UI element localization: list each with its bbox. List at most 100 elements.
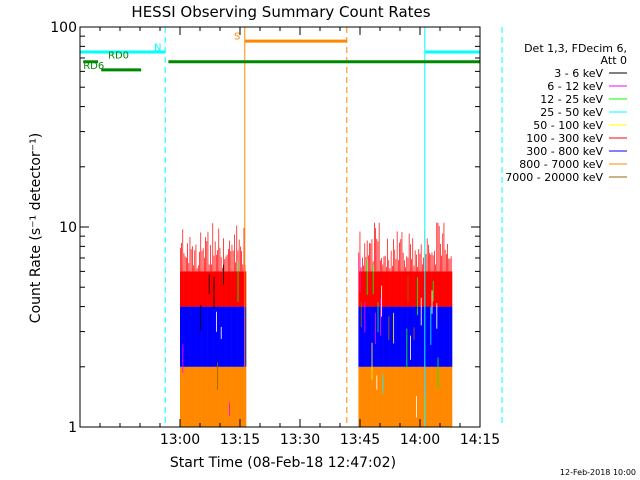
band-column: [232, 366, 235, 427]
band-column: [187, 271, 189, 307]
legend-entry-label: 25 - 50 keV: [540, 106, 603, 119]
rate-spike: [192, 246, 193, 272]
band-column: [426, 366, 429, 427]
band-column: [432, 306, 435, 367]
rate-trace: [430, 306, 432, 345]
band-column: [204, 306, 206, 367]
rate-spike: [405, 267, 406, 272]
band-column: [216, 271, 218, 307]
band-column: [440, 271, 442, 307]
rate-spike: [225, 256, 227, 272]
band-column: [359, 366, 362, 427]
band-column: [187, 366, 189, 427]
band-column: [383, 366, 386, 427]
band-column: [382, 366, 384, 427]
rate-spike: [214, 241, 216, 272]
rate-spike: [243, 227, 245, 272]
band-column: [410, 366, 412, 427]
rate-spike: [182, 229, 184, 272]
rate-spike: [390, 250, 392, 272]
band-column: [437, 366, 440, 427]
band-column: [374, 271, 376, 307]
band-column: [425, 366, 428, 427]
rate-spike: [180, 248, 181, 272]
band-column: [390, 306, 393, 367]
band-column: [429, 271, 431, 307]
band-column: [406, 271, 408, 307]
band-column: [214, 366, 217, 427]
band-column: [184, 366, 187, 427]
band-column: [399, 306, 401, 367]
band-column: [394, 366, 396, 427]
rate-trace: [382, 374, 384, 394]
rate-spike: [229, 240, 230, 272]
x-tick-label: 14:15: [460, 432, 500, 448]
rate-spike: [444, 249, 446, 272]
band-column: [411, 271, 413, 307]
band-column: [229, 271, 231, 307]
band-column: [358, 271, 360, 307]
rate-spike: [411, 259, 412, 272]
band-column: [417, 306, 419, 367]
rate-spike: [212, 223, 214, 272]
band-column: [189, 271, 192, 307]
band-column: [364, 271, 366, 307]
rate-spike: [375, 228, 376, 272]
band-column: [414, 271, 417, 307]
band-column: [217, 366, 219, 427]
band-column: [182, 366, 184, 427]
annotation-label: RD6: [83, 61, 104, 72]
rate-trace: [375, 312, 377, 344]
band-column: [438, 306, 441, 367]
rate-spike: [383, 256, 385, 272]
band-column: [213, 306, 216, 367]
band-column: [369, 366, 371, 427]
band-column: [200, 366, 202, 427]
band-column: [408, 366, 411, 427]
band-column: [230, 306, 232, 367]
band-column: [193, 271, 195, 307]
band-column: [442, 366, 444, 427]
band-column: [226, 366, 229, 427]
band-column: [186, 306, 188, 367]
band-column: [188, 366, 190, 427]
rate-spike: [418, 249, 420, 272]
band-column: [376, 366, 378, 427]
annotation-label: RD0: [108, 51, 129, 62]
rate-spike: [202, 248, 204, 272]
band-column: [420, 271, 423, 307]
band-column: [375, 366, 377, 427]
band-column: [224, 271, 226, 307]
band-column: [447, 366, 449, 427]
band-column: [383, 271, 386, 307]
band-column: [223, 366, 225, 427]
band-column: [436, 271, 438, 307]
rate-spike: [242, 264, 244, 272]
band-column: [201, 366, 204, 427]
band-column: [401, 271, 404, 307]
rate-spike: [364, 243, 366, 272]
band-column: [398, 271, 400, 307]
band-column: [419, 306, 422, 367]
rate-trace: [360, 301, 362, 328]
band-column: [190, 366, 193, 427]
band-column: [219, 271, 222, 307]
rate-spike: [216, 254, 217, 272]
band-column: [190, 306, 193, 367]
band-column: [205, 366, 207, 427]
y-tick-label: 10: [59, 220, 77, 236]
rate-spike: [230, 251, 232, 272]
rate-spike: [181, 243, 182, 272]
rate-spike: [224, 259, 226, 272]
rate-spike: [387, 238, 388, 272]
band-column: [381, 366, 383, 427]
band-column: [448, 271, 450, 307]
band-column: [205, 306, 207, 367]
band-column: [242, 366, 244, 427]
band-column: [377, 271, 380, 307]
rate-spike: [240, 246, 241, 272]
rate-spike: [431, 252, 433, 272]
band-column: [422, 306, 424, 367]
